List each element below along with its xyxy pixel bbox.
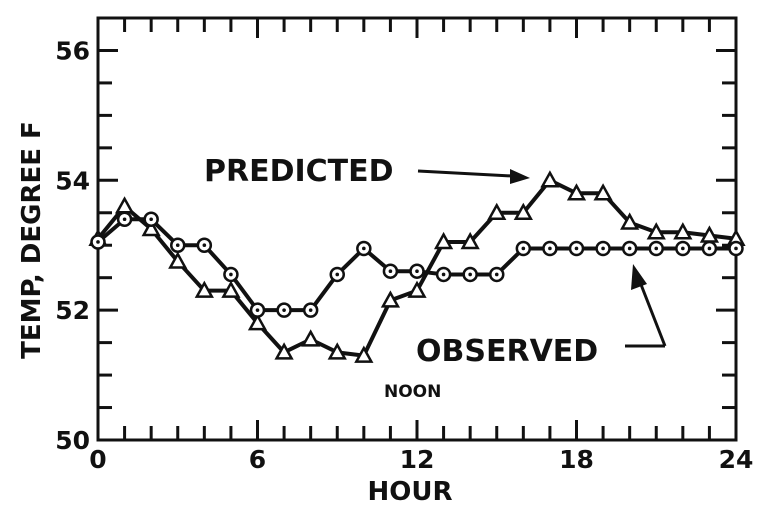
predicted-point	[274, 342, 294, 360]
observed-point-dot	[707, 246, 712, 251]
x-tick-label: 0	[89, 445, 106, 474]
predicted-point	[168, 251, 188, 269]
predicted-point	[194, 280, 214, 298]
predicted-arrow-line	[417, 169, 513, 178]
observed-point-dot	[494, 272, 499, 277]
predicted-point	[540, 170, 560, 188]
y-tick-label: 52	[55, 296, 90, 325]
series-layer	[88, 170, 746, 363]
observed-point-dot	[574, 246, 579, 251]
x-tick-label: 24	[719, 445, 754, 474]
observed-point-dot	[415, 269, 419, 274]
y-tick-label: 50	[55, 426, 90, 455]
predicted-point	[221, 280, 241, 298]
predicted-point	[407, 280, 427, 298]
plot-border	[96, 16, 738, 442]
observed-point-dot	[681, 246, 685, 251]
y-tick-label: 54	[55, 166, 90, 195]
observed-point-dot	[362, 246, 366, 251]
x-axis-label: HOUR	[368, 477, 453, 507]
observed-arrow-line	[638, 281, 667, 347]
predicted-point	[114, 196, 135, 214]
x-tick-label: 12	[400, 445, 435, 474]
predicted-point	[433, 231, 454, 250]
predicted-point	[301, 329, 321, 347]
predicted-point	[327, 342, 347, 360]
observed-point-dot	[468, 272, 472, 277]
predicted-point	[673, 222, 693, 240]
observed-annotation: OBSERVED	[416, 334, 598, 369]
annotations: PREDICTED OBSERVED NOON	[204, 154, 667, 402]
observed-point-dot	[255, 308, 260, 312]
x-tick-label: 6	[249, 445, 266, 474]
observed-point-dot	[175, 243, 180, 248]
predicted-point	[593, 183, 613, 201]
observed-point-dot	[282, 308, 286, 312]
plot-frame	[96, 16, 738, 442]
observed-point-dot	[96, 240, 100, 244]
predicted-point	[141, 218, 161, 237]
observed-point-dot	[734, 246, 738, 251]
predicted-point	[566, 183, 587, 201]
predicted-point	[487, 202, 507, 221]
predicted-point	[380, 290, 401, 308]
series-observed	[90, 211, 744, 318]
observed-point-dot	[335, 272, 340, 277]
predicted-point	[460, 231, 480, 250]
observed-point-dot	[441, 272, 446, 277]
predicted-point	[620, 212, 640, 230]
observed-point-dot	[521, 246, 526, 251]
predicted-annotation: PREDICTED	[204, 154, 394, 189]
observed-point-dot	[627, 246, 632, 251]
y-axis-label: TEMP, DEGREE F	[17, 121, 47, 359]
predicted-point	[247, 313, 268, 331]
observed-arrow-head	[631, 264, 647, 290]
observed-point-dot	[122, 217, 127, 222]
observed-point-dot	[548, 246, 552, 251]
observed-point-dot	[308, 308, 313, 312]
noon-annotation: NOON	[384, 382, 441, 402]
observed-point-dot	[388, 269, 393, 274]
observed-point-dot	[149, 217, 153, 222]
observed-point-dot	[202, 243, 207, 248]
observed-point-dot	[601, 246, 605, 251]
axis-ticks: 0 6 12 18 24 50 52 54 56	[55, 18, 753, 474]
x-tick-label: 18	[559, 445, 594, 474]
predicted-arrow-head	[510, 169, 530, 184]
predicted-point	[513, 202, 533, 221]
y-tick-label: 56	[55, 36, 90, 65]
observed-point-dot	[654, 246, 659, 251]
observed-point-dot	[229, 272, 233, 277]
predicted-point	[646, 222, 666, 240]
predicted-point	[354, 345, 374, 363]
